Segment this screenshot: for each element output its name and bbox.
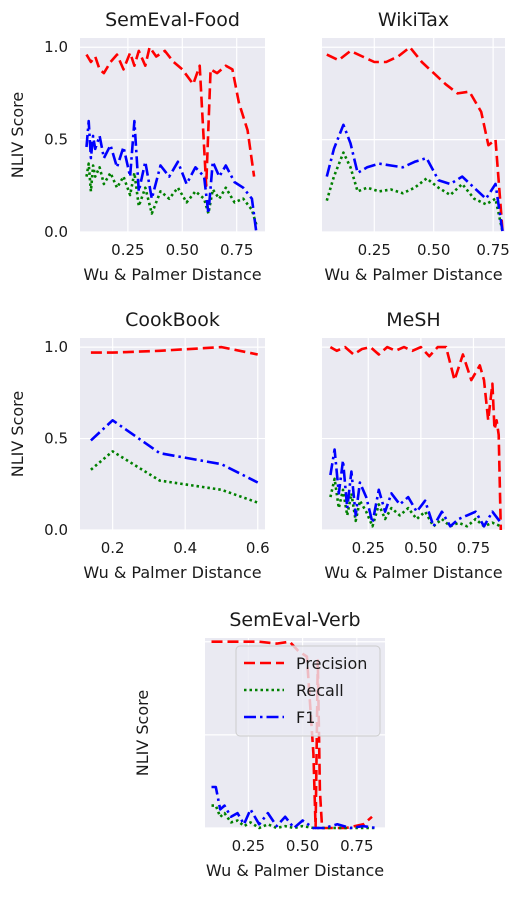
f1-line: [90, 418, 259, 484]
f1-line: [329, 448, 502, 528]
series-group: [211, 640, 377, 830]
y-axis-label: NLIV Score: [8, 92, 27, 178]
f1-legend-label: F1: [296, 708, 315, 727]
y-tick-label: 0.5: [44, 131, 68, 149]
x-tick-label: 0.25: [111, 241, 144, 259]
recall-line: [85, 162, 258, 225]
y-axis-label: NLIV Score: [8, 391, 27, 477]
chart-panel: SemEval-Verb 0.25 0.50 0.75 Wu & Palmer Dist…: [133, 609, 385, 880]
recall-line: [90, 450, 259, 504]
chart-title: MeSH: [386, 309, 440, 331]
precision-line: [326, 45, 504, 233]
x-tick-label: 0.50: [286, 837, 319, 855]
x-axis-label: Wu & Palmer Distance: [324, 265, 502, 284]
recall-line: [329, 477, 502, 528]
x-tick-label: 0.75: [220, 241, 253, 259]
y-tick-label: 1.0: [44, 338, 68, 356]
x-axis-label: Wu & Palmer Distance: [83, 265, 261, 284]
legend: Precision Recall F1: [235, 645, 381, 737]
x-axis-label: Wu & Palmer Distance: [83, 563, 261, 582]
chart-panel: SemEval-Food 0.25 0.50 0.75 0.0 0.5 1.0 Wu & Pa…: [8, 9, 265, 284]
series-group: [90, 345, 259, 504]
precision-line: [211, 640, 373, 830]
y-tick-label: 0.0: [44, 223, 68, 241]
series-group: [329, 345, 503, 531]
series-group: [85, 45, 258, 233]
x-tick-label: 0.75: [457, 539, 490, 557]
chart-panel: WikiTax 0.25 0.50 0.75 Wu & Palmer Distance: [322, 9, 510, 284]
x-axis-label: Wu & Palmer Distance: [206, 861, 384, 880]
chart-title: CookBook: [125, 309, 220, 331]
x-tick-label: 0.50: [404, 539, 437, 557]
chart-title: SemEval-Verb: [229, 609, 360, 631]
x-tick-label: 0.6: [246, 539, 270, 557]
x-tick-label: 0.4: [173, 539, 197, 557]
x-tick-label: 0.75: [340, 837, 373, 855]
plot-background: [322, 38, 505, 232]
plot-background: [80, 38, 265, 232]
legend-box: [235, 645, 381, 737]
chart-panel: MeSH 0.25 0.50 0.75 Wu & Palmer Distance: [322, 309, 505, 582]
y-tick-label: 0.0: [44, 521, 68, 539]
x-tick-label: 0.25: [232, 837, 265, 855]
recall-legend-label: Recall: [296, 681, 344, 700]
precision-line: [90, 345, 258, 356]
f1-line: [325, 123, 504, 233]
precision-line: [85, 45, 256, 188]
precision-legend-label: Precision: [296, 654, 367, 673]
f1-line: [211, 785, 377, 830]
series-group: [325, 45, 504, 233]
chart-panel: CookBook 0.2 0.4 0.6 0.0 0.5 1.0 Wu & Palmer Di…: [8, 309, 270, 582]
x-tick-label: 0.25: [358, 241, 391, 259]
plot-background: [322, 338, 505, 530]
recall-line: [211, 804, 377, 830]
chart-title: WikiTax: [378, 9, 449, 31]
y-axis-label: NLIV Score: [133, 690, 152, 776]
x-tick-label: 0.75: [476, 241, 509, 259]
plot-background: [80, 338, 265, 530]
precision-line: [329, 345, 503, 531]
x-tick-label: 0.50: [417, 241, 450, 259]
f1-line: [85, 119, 258, 233]
x-tick-label: 0.50: [166, 241, 199, 259]
y-tick-label: 1.0: [44, 38, 68, 56]
y-tick-label: 0.5: [44, 430, 68, 448]
x-axis-label: Wu & Palmer Distance: [324, 563, 502, 582]
x-tick-label: 0.25: [352, 539, 385, 557]
chart-title: SemEval-Food: [105, 9, 240, 31]
x-tick-label: 0.2: [101, 539, 125, 557]
